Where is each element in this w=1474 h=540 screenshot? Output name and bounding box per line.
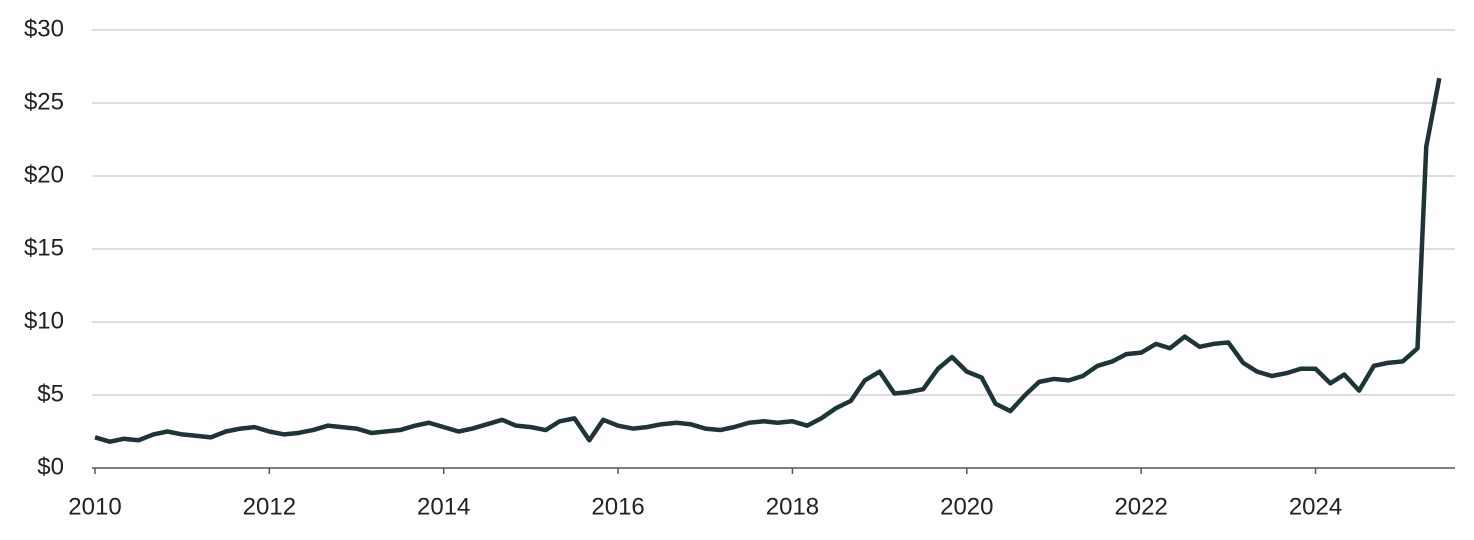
x-tick-label: 2012 <box>243 493 296 520</box>
x-tick-label: 2014 <box>417 493 470 520</box>
y-tick-label: $20 <box>24 161 64 188</box>
y-tick-label: $10 <box>24 307 64 334</box>
x-tick-label: 2010 <box>68 493 121 520</box>
x-tick-label: 2018 <box>766 493 819 520</box>
data-line <box>94 77 1442 444</box>
y-tick-label: $30 <box>24 15 64 42</box>
y-tick-label: $5 <box>37 380 64 407</box>
x-tick-label: 2022 <box>1114 493 1167 520</box>
y-tick-label: $0 <box>37 453 64 480</box>
y-tick-label: $15 <box>24 234 64 261</box>
x-tick-label: 2016 <box>591 493 644 520</box>
x-tick-label: 2024 <box>1289 493 1342 520</box>
x-tick-label: 2020 <box>940 493 993 520</box>
y-tick-label: $25 <box>24 88 64 115</box>
